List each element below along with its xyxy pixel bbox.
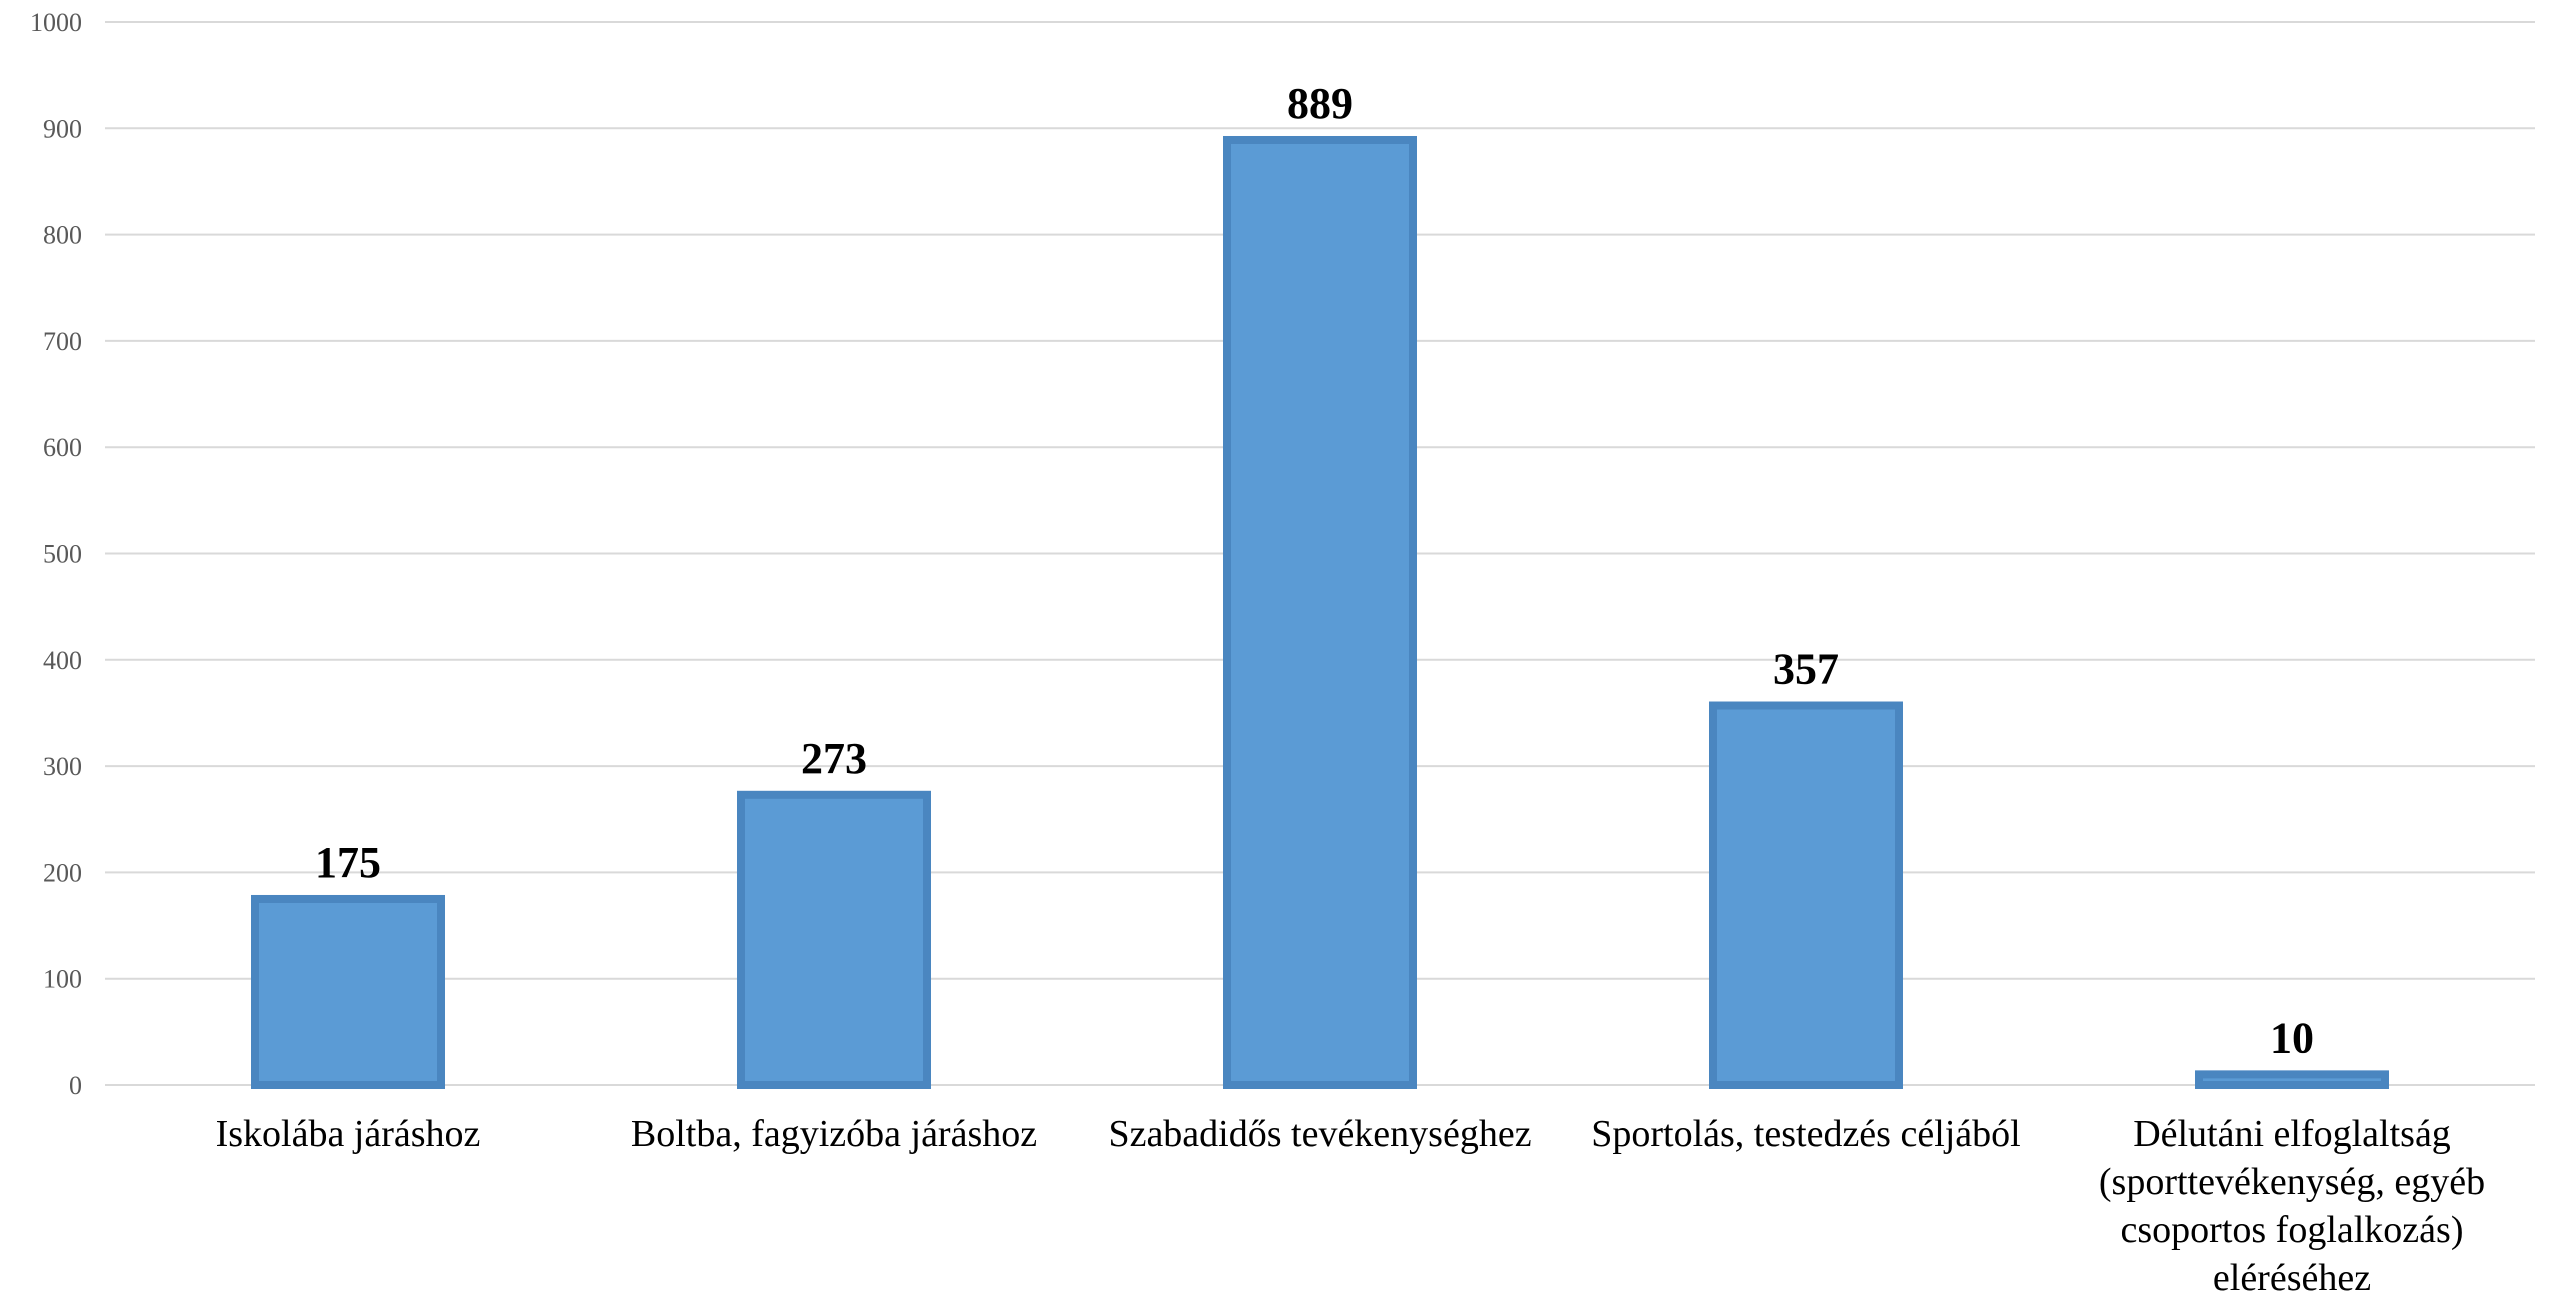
data-label: 889 [1287,79,1353,128]
data-label: 10 [2270,1013,2314,1062]
y-tick-label: 500 [43,540,82,569]
bars [251,135,2389,1090]
y-tick-label: 600 [43,433,82,462]
data-label: 273 [801,734,867,783]
y-tick-label: 200 [43,858,82,887]
bar [251,894,445,1089]
x-category-label: Boltba, fagyizóba járáshoz [631,1113,1037,1155]
x-category-label: Szabadidős tevékenységhez [1108,1113,1531,1155]
y-tick-label: 700 [43,327,82,356]
data-label: 357 [1773,645,1839,694]
bar [1223,135,1417,1090]
y-tick-label: 400 [43,646,82,675]
bar [2195,1070,2389,1089]
y-tick-label: 900 [43,114,82,143]
x-category-label: Iskolába járáshoz [216,1113,481,1155]
y-tick-label: 300 [43,752,82,781]
y-tick-label: 100 [43,965,82,994]
y-tick-label: 1000 [30,8,82,37]
data-labels: 175 273 889 357 10 [315,79,2314,1062]
y-tick-label: 800 [43,221,82,250]
x-category-label: Délutáni elfoglaltság (sporttevékenység, … [2099,1113,2485,1299]
data-label: 175 [315,838,381,887]
y-axis-ticks: 0 100 200 300 400 500 600 700 800 900 1000 [30,8,82,1100]
bar [1709,701,1903,1089]
x-category-label: Sportolás, testedzés céljából [1591,1113,2021,1155]
x-axis-categories: Iskolába járáshoz Boltba, fagyizóba járás… [216,1113,2486,1299]
y-tick-label: 0 [69,1071,82,1100]
bar [737,790,931,1090]
